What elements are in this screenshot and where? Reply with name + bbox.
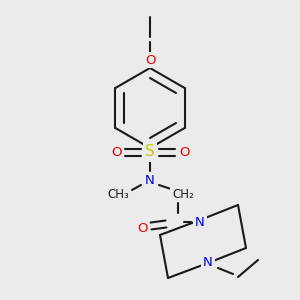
Text: O: O xyxy=(137,221,147,235)
Text: CH₂: CH₂ xyxy=(172,188,194,200)
Text: O: O xyxy=(179,146,189,158)
Text: S: S xyxy=(145,145,155,160)
Text: CH₃: CH₃ xyxy=(107,188,129,202)
Text: N: N xyxy=(203,256,213,269)
Text: O: O xyxy=(111,146,121,158)
Text: O: O xyxy=(145,53,155,67)
Text: N: N xyxy=(195,215,205,229)
Text: N: N xyxy=(145,173,155,187)
